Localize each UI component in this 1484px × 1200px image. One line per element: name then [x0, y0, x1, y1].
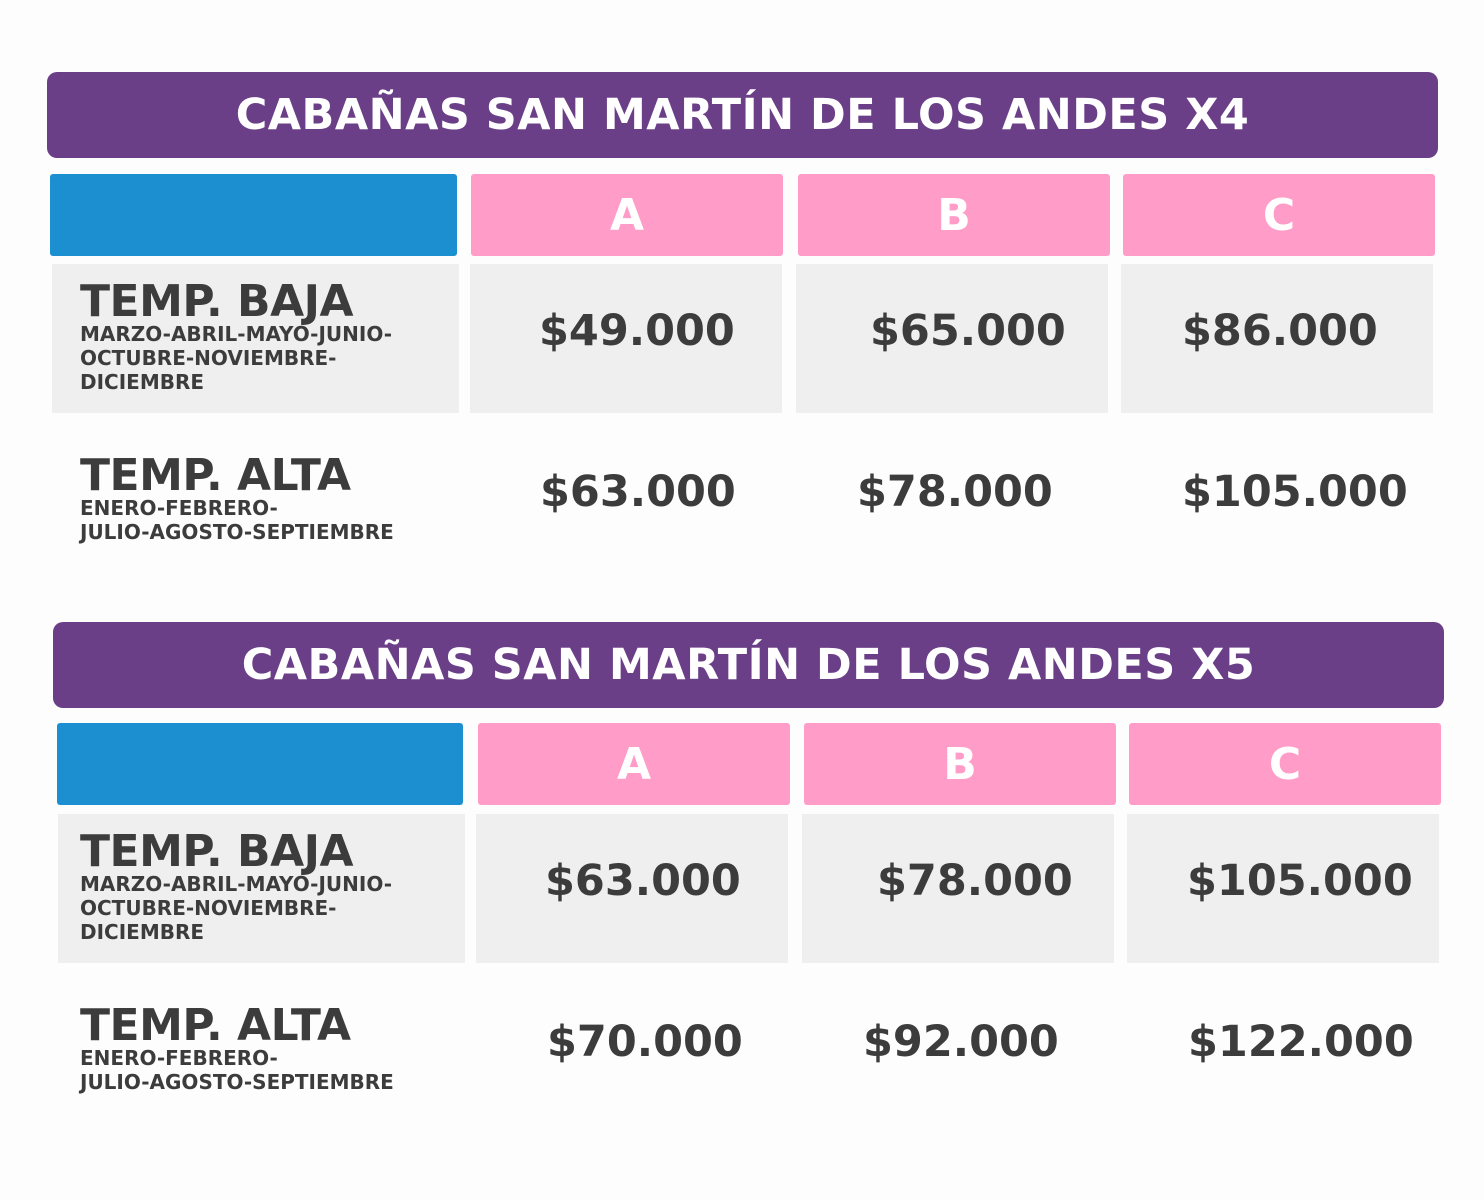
- table-title: CABAÑAS SAN MARTÍN DE LOS ANDES X5: [241, 640, 1256, 690]
- season-title-alta: TEMP. ALTA: [80, 450, 351, 501]
- row-bg-cell: [58, 814, 465, 963]
- row-bg-cell: [476, 814, 788, 963]
- row-bg-cell: [470, 264, 782, 413]
- column-header-a: A: [478, 723, 790, 805]
- season-title-alta: TEMP. ALTA: [80, 1000, 351, 1051]
- price-cell: $122.000: [1188, 1017, 1414, 1067]
- table-title-banner: CABAÑAS SAN MARTÍN DE LOS ANDES X4: [47, 72, 1438, 158]
- season-title-baja: TEMP. BAJA: [80, 276, 354, 327]
- price-cell: $78.000: [857, 467, 1053, 517]
- price-cell: $105.000: [1182, 467, 1408, 517]
- row-bg-cell: [1121, 264, 1433, 413]
- column-header-label: B: [943, 738, 977, 790]
- column-header-b: B: [798, 174, 1110, 256]
- column-header-label: A: [609, 189, 645, 241]
- price-cell: $63.000: [540, 467, 736, 517]
- column-header-label: A: [616, 738, 652, 790]
- column-header-label: B: [937, 189, 971, 241]
- season-months-alta: ENERO-FEBRERO- JULIO-AGOSTO-SEPTIEMBRE: [80, 496, 394, 544]
- row-bg-cell: [802, 814, 1114, 963]
- column-header-c: C: [1129, 723, 1441, 805]
- column-header-c: C: [1123, 174, 1435, 256]
- corner-header-cell: [50, 174, 457, 256]
- price-cell: $105.000: [1187, 856, 1413, 906]
- price-cell: $92.000: [863, 1017, 1059, 1067]
- table-title: CABAÑAS SAN MARTÍN DE LOS ANDES X4: [235, 90, 1250, 140]
- price-cell: $65.000: [870, 306, 1066, 356]
- row-bg-cell: [796, 264, 1108, 413]
- table-title-banner: CABAÑAS SAN MARTÍN DE LOS ANDES X5: [53, 622, 1444, 708]
- row-bg-cell: [1127, 814, 1439, 963]
- column-header-label: C: [1268, 738, 1302, 790]
- column-header-label: C: [1262, 189, 1296, 241]
- season-months-baja: MARZO-ABRIL-MAYO-JUNIO- OCTUBRE-NOVIEMBR…: [80, 322, 393, 394]
- column-header-b: B: [804, 723, 1116, 805]
- column-header-a: A: [471, 174, 783, 256]
- season-months-alta: ENERO-FEBRERO- JULIO-AGOSTO-SEPTIEMBRE: [80, 1046, 394, 1094]
- row-bg-cell: [52, 264, 459, 413]
- price-cell: $49.000: [539, 306, 735, 356]
- corner-header-cell: [57, 723, 463, 805]
- season-months-baja: MARZO-ABRIL-MAYO-JUNIO- OCTUBRE-NOVIEMBR…: [80, 872, 393, 944]
- price-cell: $70.000: [547, 1017, 743, 1067]
- price-cell: $63.000: [545, 856, 741, 906]
- season-title-baja: TEMP. BAJA: [80, 826, 354, 877]
- price-cell: $78.000: [877, 856, 1073, 906]
- price-cell: $86.000: [1182, 306, 1378, 356]
